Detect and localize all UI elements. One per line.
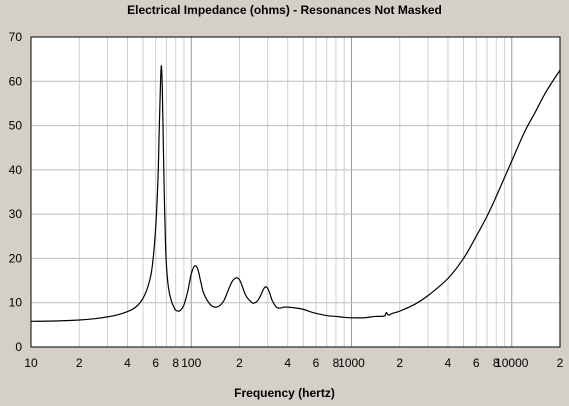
- x-tick-label: 8: [493, 356, 500, 370]
- y-tick-label: 50: [9, 119, 23, 133]
- x-tick-label: 100: [181, 356, 201, 370]
- x-tick-label: 10: [24, 356, 38, 370]
- x-tick-label: 6: [152, 356, 159, 370]
- y-tick-label: 70: [9, 30, 23, 44]
- impedance-curve: [30, 65, 561, 322]
- x-tick-label: 4: [124, 356, 131, 370]
- y-axis-ticks: 0 10 20 30 40 50 60 70: [9, 30, 23, 354]
- plot-border: [30, 36, 561, 348]
- x-tick-label: 2: [557, 356, 564, 370]
- y-tick-label: 10: [9, 296, 23, 310]
- x-tick-label: 4: [284, 356, 291, 370]
- plot-area: [31, 37, 560, 347]
- x-tick-label: 2: [396, 356, 403, 370]
- x-tick-label: 1000: [338, 356, 365, 370]
- y-tick-label: 60: [9, 74, 23, 88]
- x-tick-label: 6: [473, 356, 480, 370]
- y-tick-label: 40: [9, 163, 23, 177]
- y-tick-label: 30: [9, 207, 23, 221]
- x-tick-label: 8: [333, 356, 340, 370]
- y-tick-label: 20: [9, 251, 23, 265]
- x-tick-label: 2: [76, 356, 83, 370]
- x-tick-label: 8: [172, 356, 179, 370]
- chart-title: Electrical Impedance (ohms) - Resonances…: [127, 3, 442, 17]
- x-tick-label: 10000: [495, 356, 529, 370]
- x-tick-label: 6: [313, 356, 320, 370]
- x-tick-label: 2: [236, 356, 243, 370]
- y-tick-label: 0: [15, 340, 22, 354]
- grid-lines: [31, 37, 560, 347]
- x-tick-label: 4: [445, 356, 452, 370]
- x-axis-label: Frequency (hertz): [234, 386, 335, 400]
